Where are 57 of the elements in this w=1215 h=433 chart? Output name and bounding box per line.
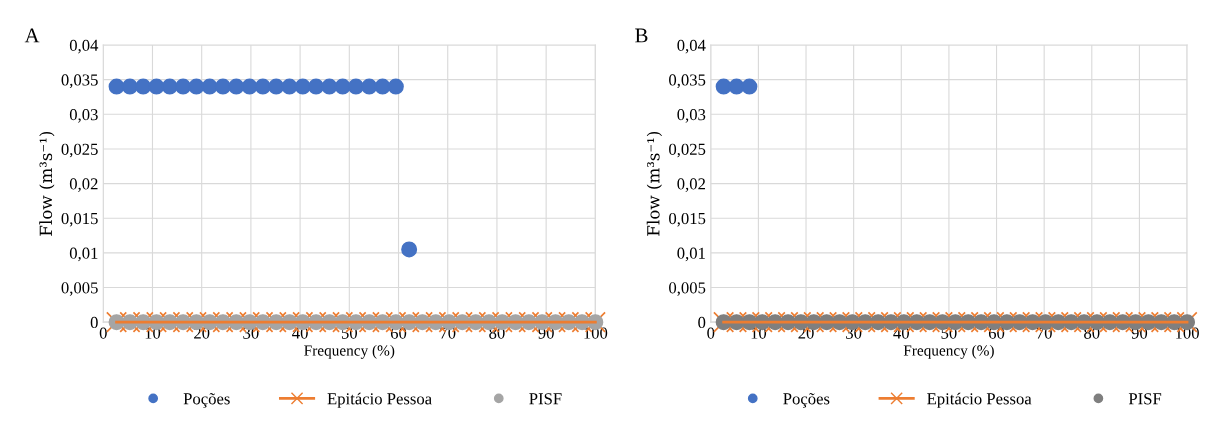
y-tick-label: 0,03	[69, 109, 98, 123]
point	[214, 78, 231, 95]
legend-label: Epitácio Pessoa	[327, 392, 432, 408]
point	[361, 78, 378, 95]
legend-label: Poções	[783, 393, 830, 408]
point	[294, 78, 311, 95]
point	[268, 78, 285, 95]
y-tick-label: 0,02	[69, 178, 98, 192]
y-tick-label: 0,015	[61, 212, 98, 227]
y-tick-label: 0,01	[69, 247, 98, 262]
point	[387, 78, 404, 95]
point	[347, 78, 364, 95]
point	[121, 78, 138, 95]
point	[108, 78, 125, 95]
y-axis-title: Flow (m³s⁻¹)	[646, 131, 662, 236]
point	[201, 78, 218, 95]
y-tick-label: 0,03	[677, 109, 706, 123]
legend-label: Epitácio Pessoa	[927, 392, 1032, 408]
y-tick-label: 0,02	[677, 178, 705, 192]
point	[374, 78, 391, 95]
x-axis-title: Frequency (%)	[304, 344, 395, 359]
y-tick-label: 0,025	[61, 143, 98, 158]
point	[254, 78, 271, 95]
point	[188, 78, 205, 95]
point	[334, 78, 351, 95]
chart-title: B	[635, 28, 648, 43]
point	[321, 78, 338, 95]
legend-label: Poções	[183, 393, 230, 408]
chart-title: A	[24, 28, 40, 43]
y-tick-label: 0,005	[61, 282, 98, 296]
y-tick-label: 0,04	[69, 39, 99, 54]
x-axis-title: Frequency (%)	[903, 344, 994, 359]
x-tick-label: 0	[707, 327, 715, 339]
y-tick-label: 0	[90, 316, 98, 329]
point	[161, 78, 178, 95]
point	[175, 78, 192, 95]
point	[281, 78, 298, 95]
x-tick-label: 80	[1084, 327, 1100, 339]
x-tick-label: 0	[99, 327, 107, 339]
point	[135, 78, 152, 95]
point	[148, 78, 165, 95]
y-tick-label: 0,035	[61, 74, 98, 89]
y-axis-title: Flow (m³s⁻¹)	[39, 131, 55, 236]
y-tick-label: 0,01	[677, 247, 705, 262]
legend-label: PISF	[529, 393, 562, 405]
y-tick-label: 0,035	[669, 74, 706, 89]
x-tick-label: 60	[390, 327, 407, 339]
point	[241, 78, 258, 95]
legend-label: PISF	[1128, 393, 1162, 405]
point	[401, 241, 418, 258]
point	[228, 78, 245, 95]
y-tick-label: 0,025	[669, 143, 706, 158]
y-tick-label: 0,04	[677, 39, 706, 54]
point	[308, 78, 325, 95]
y-tick-label: 0,015	[669, 212, 706, 227]
y-tick-label: 0,005	[669, 282, 706, 296]
y-tick-label: 0	[698, 316, 706, 329]
